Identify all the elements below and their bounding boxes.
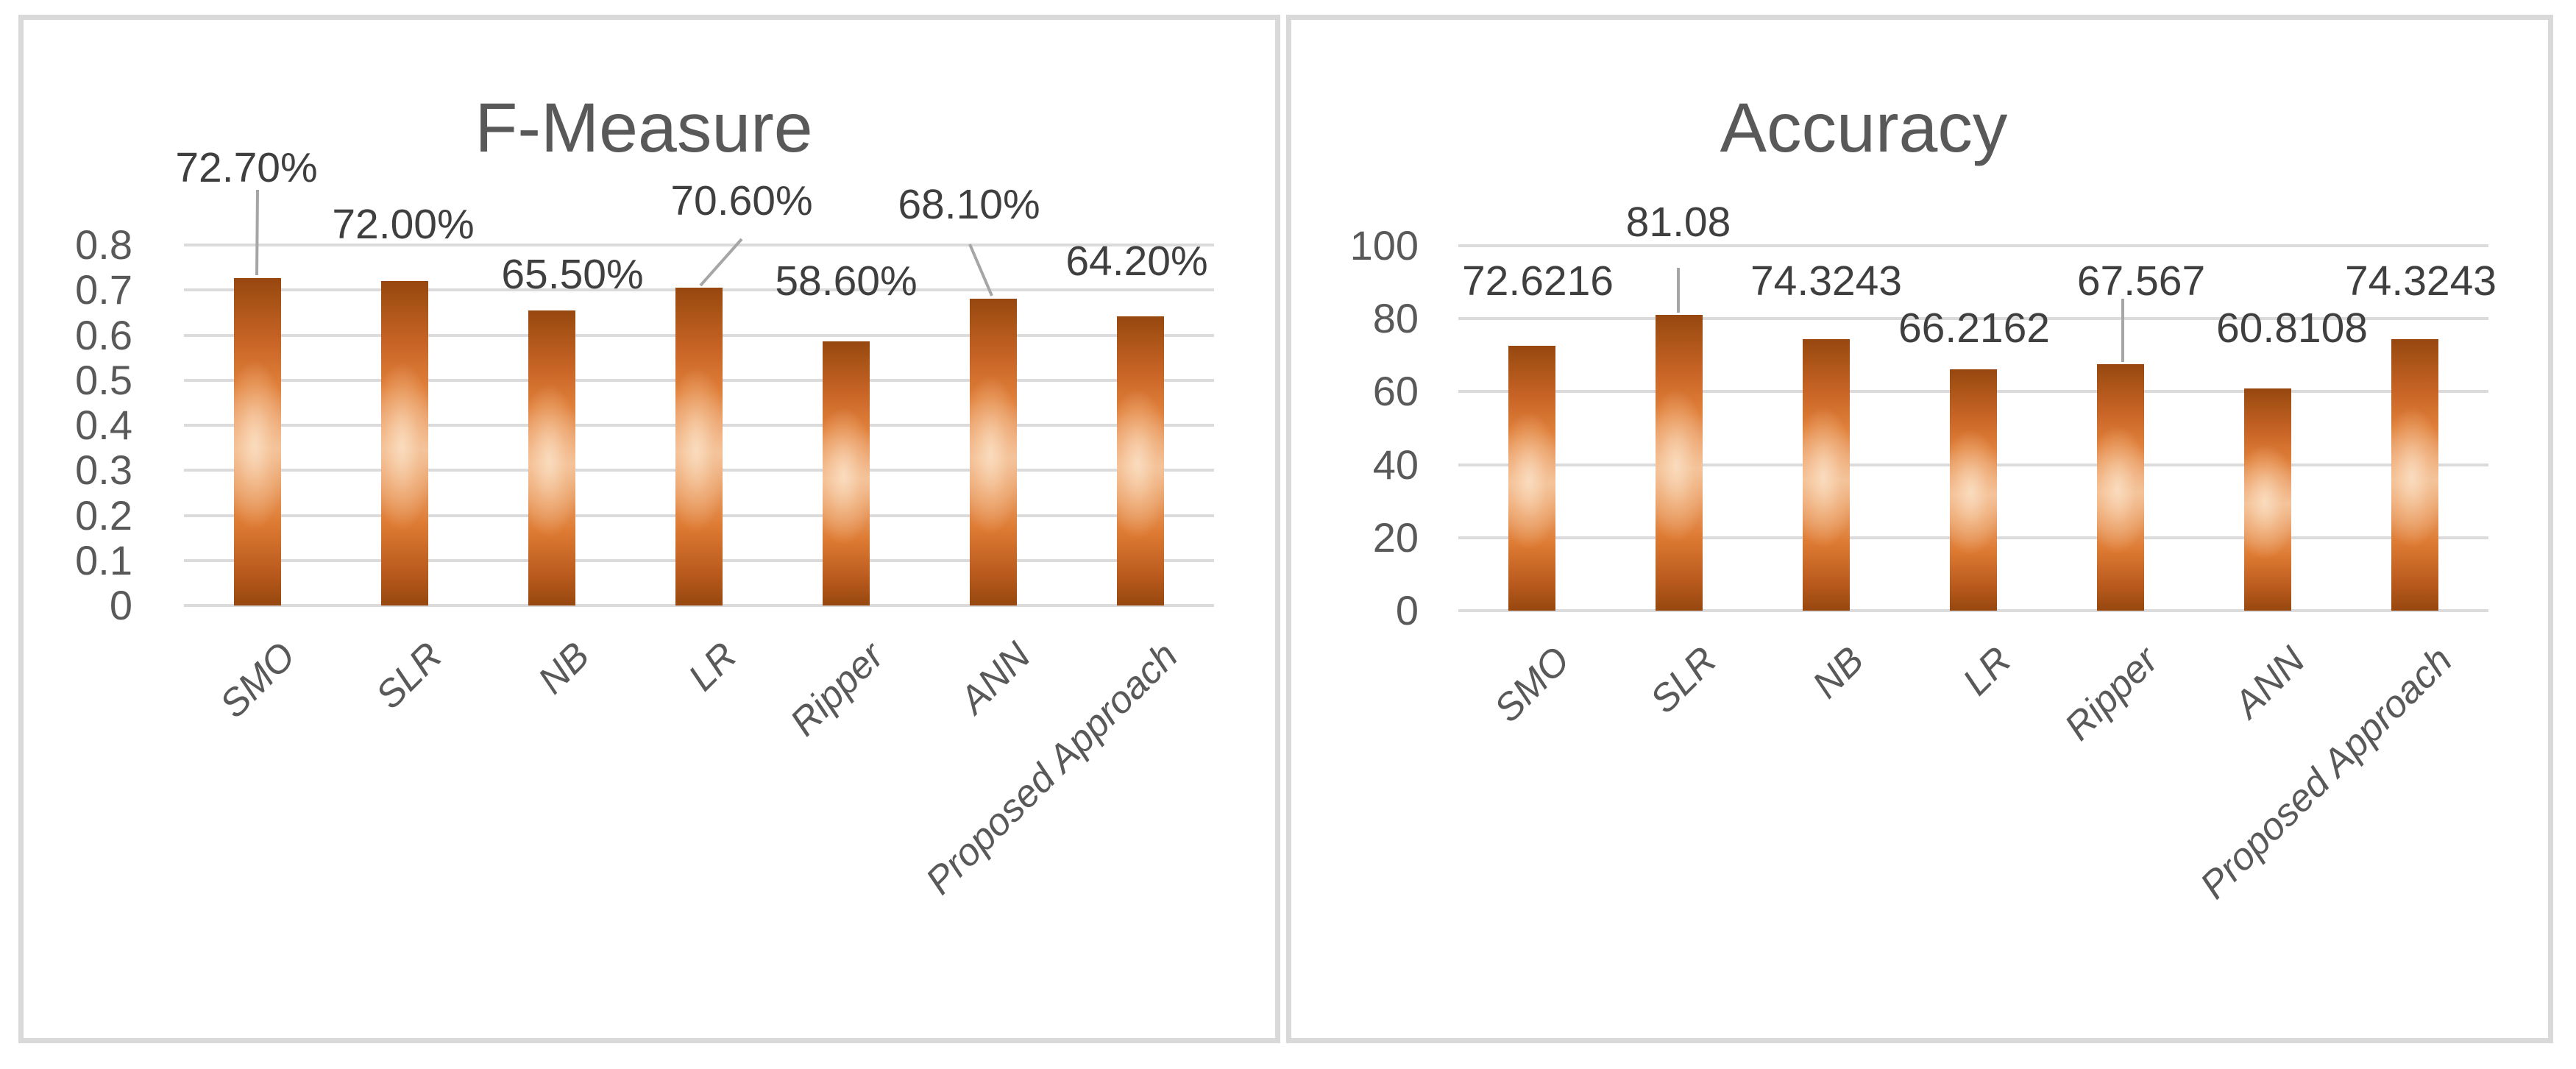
gridline [1458, 317, 2488, 321]
data-label: 67.567 [2076, 258, 2206, 305]
y-axis-tick-label: 0.7 [75, 266, 132, 313]
y-axis-tick-label: 80 [1372, 295, 1419, 342]
x-axis-label-lr: LR [1954, 639, 2020, 704]
x-axis-label-smo: SMO [211, 634, 304, 727]
chart-title-f-measure: F-Measure [475, 89, 813, 167]
data-label: 72.6216 [1461, 258, 1614, 305]
data-label: 74.3243 [1750, 258, 1903, 305]
data-label: 72.70% [175, 144, 318, 191]
y-axis-tick-label: 0.1 [75, 536, 132, 583]
y-axis-tick-label: 60 [1372, 368, 1419, 415]
y-axis-tick-label: 40 [1372, 441, 1419, 488]
gridline [1458, 609, 2488, 612]
x-axis-label-ripper: Ripper [2056, 639, 2167, 749]
x-axis-label-ann: ANN [2226, 639, 2314, 726]
bar-proposed-approach [1117, 316, 1164, 605]
y-axis-tick-label: 0.4 [75, 402, 132, 448]
y-axis-tick-label: 0.2 [75, 491, 132, 539]
x-axis-label-slr: SLR [1642, 639, 1725, 722]
data-label: 74.3243 [2344, 258, 2497, 305]
bar-smo [1508, 346, 1555, 611]
y-axis-tick-label: 20 [1372, 514, 1419, 561]
x-axis-label-ripper: Ripper [781, 634, 893, 745]
bar-ripper [823, 341, 870, 605]
y-axis-tick-label: 100 [1349, 222, 1419, 269]
data-label: 64.20% [1065, 238, 1208, 285]
x-axis-label-slr: SLR [367, 634, 451, 717]
bar-lr [1950, 369, 1997, 611]
data-label: 72.00% [332, 201, 475, 248]
y-axis-tick-label: 0.6 [75, 311, 132, 358]
bar-slr [1656, 315, 1703, 611]
x-axis-label-smo: SMO [1486, 639, 1578, 731]
bar-ann [970, 299, 1017, 605]
x-axis-label-proposed-approach: Proposed Approach [2192, 639, 2461, 907]
y-axis-tick-label: 0 [109, 582, 132, 628]
data-label: 70.60% [670, 177, 813, 224]
bar-lr [675, 288, 723, 605]
y-axis-tick-label: 0.8 [75, 221, 132, 268]
gridline [184, 244, 1214, 246]
bar-nb [528, 310, 575, 605]
bar-slr [381, 281, 428, 605]
data-label: 66.2162 [1898, 305, 2051, 352]
data-label: 68.10% [898, 181, 1040, 228]
y-axis-tick-label: 0.3 [75, 447, 132, 494]
x-axis-label-lr: LR [680, 634, 745, 700]
data-label-leader-lines [1677, 268, 2124, 362]
bar-proposed-approach [2391, 339, 2438, 611]
bar-ripper [2097, 364, 2144, 611]
bar-nb [1803, 339, 1850, 611]
x-axis-label-ann: ANN [951, 634, 1040, 722]
data-label: 58.60% [775, 258, 918, 305]
x-axis-label-nb: NB [530, 634, 598, 703]
gridline [184, 604, 1214, 607]
data-label: 65.50% [501, 251, 644, 298]
f-measure-chart-panel: F-Measure 0.8 0.7 0.6 0.5 0.4 0.3 0.2 0.1 0 72.70… [18, 15, 1280, 1043]
data-label: 81.08 [1625, 199, 1731, 246]
accuracy-chart-panel: Accuracy 100 80 60 40 20 0 72.6216 81.08 74.3243… [1286, 15, 2553, 1043]
bar-ann [2244, 388, 2291, 611]
bar-smo [234, 278, 281, 605]
data-label: 60.8108 [2215, 305, 2369, 352]
y-axis-tick-label: 0.5 [75, 356, 132, 403]
x-axis-label-proposed-approach: Proposed Approach [918, 634, 1187, 903]
chart-title-accuracy: Accuracy [1720, 89, 2008, 167]
gridline [1458, 244, 2488, 247]
x-axis-label-nb: NB [1804, 639, 1873, 707]
y-axis-tick-label: 0 [1395, 587, 1419, 633]
